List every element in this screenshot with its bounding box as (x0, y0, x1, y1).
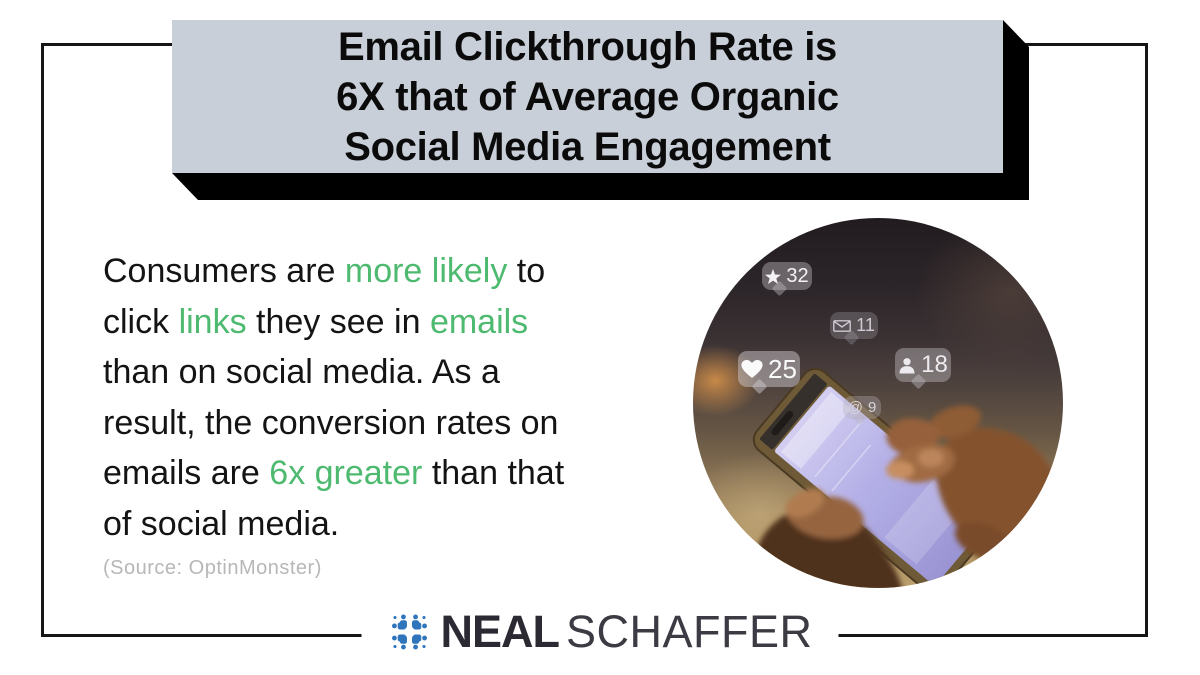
body-line: Consumers are more likely to (103, 246, 564, 297)
body-line: result, the conversion rates on (103, 398, 564, 449)
highlight-segment: emails (429, 302, 529, 341)
body-segment: to (507, 252, 546, 290)
highlight-segment: links (178, 302, 247, 341)
phone-photo-circle: 32 11 25 18 @ 9 (693, 218, 1063, 588)
notification-bubble-user: 18 (895, 348, 951, 390)
body-segment: Consumers are (103, 252, 345, 290)
body-segment: emails are (103, 454, 270, 492)
neal-schaffer-gear-icon (392, 614, 427, 650)
highlight-segment: 6x greater (269, 454, 423, 492)
notification-count: 11 (856, 315, 875, 335)
notification-count: 25 (768, 353, 797, 384)
banner-panel: Email Clickthrough Rate is 6X that of Av… (172, 20, 1003, 173)
body-line: of social media. (103, 499, 564, 550)
phone-hands-illustration (752, 368, 1063, 588)
notification-bubble-heart: 25 (738, 351, 800, 395)
notification-bubble-mail: 11 (830, 312, 878, 346)
title-line-3: Social Media Engagement (344, 124, 831, 169)
body-line: than on social media. As a (103, 347, 564, 398)
body-segment: click (103, 302, 179, 341)
body-segment: they see in (246, 302, 430, 341)
logo-text-schaffer: SCHAFFER (565, 606, 813, 657)
at-sign-icon: @ (847, 399, 863, 416)
notification-count: 18 (921, 351, 948, 378)
body-line: emails are 6x greater than that (103, 448, 564, 499)
logo-text-neal: NEAL (440, 606, 559, 657)
title-line-1: Email Clickthrough Rate is (338, 24, 837, 69)
notification-bubble-star: 32 (762, 262, 812, 297)
envelope-icon (833, 319, 852, 332)
brand-logo: NEAL SCHAFFER (361, 604, 839, 660)
notification-bubble-at: @ 9 (843, 396, 881, 425)
body-segment: of social media. (103, 504, 340, 543)
highlight-segment: more likely (344, 252, 508, 290)
title-banner: Email Clickthrough Rate is 6X that of Av… (172, 20, 1029, 200)
notification-count: 9 (867, 399, 877, 416)
person-icon (898, 357, 916, 374)
body-segment: result, the conversion rates on (103, 403, 559, 442)
star-icon (765, 268, 782, 284)
body-paragraph: Consumers are more likely to click links… (103, 246, 564, 549)
title-line-2: 6X that of Average Organic (336, 74, 839, 119)
source-citation: (Source: OptinMonster) (103, 557, 322, 579)
notification-count: 32 (786, 264, 809, 287)
body-segment: than on social media. As a (103, 353, 500, 391)
body-segment: than that (422, 454, 565, 492)
body-line: click links they see in emails (103, 297, 564, 348)
heart-icon (741, 359, 763, 379)
